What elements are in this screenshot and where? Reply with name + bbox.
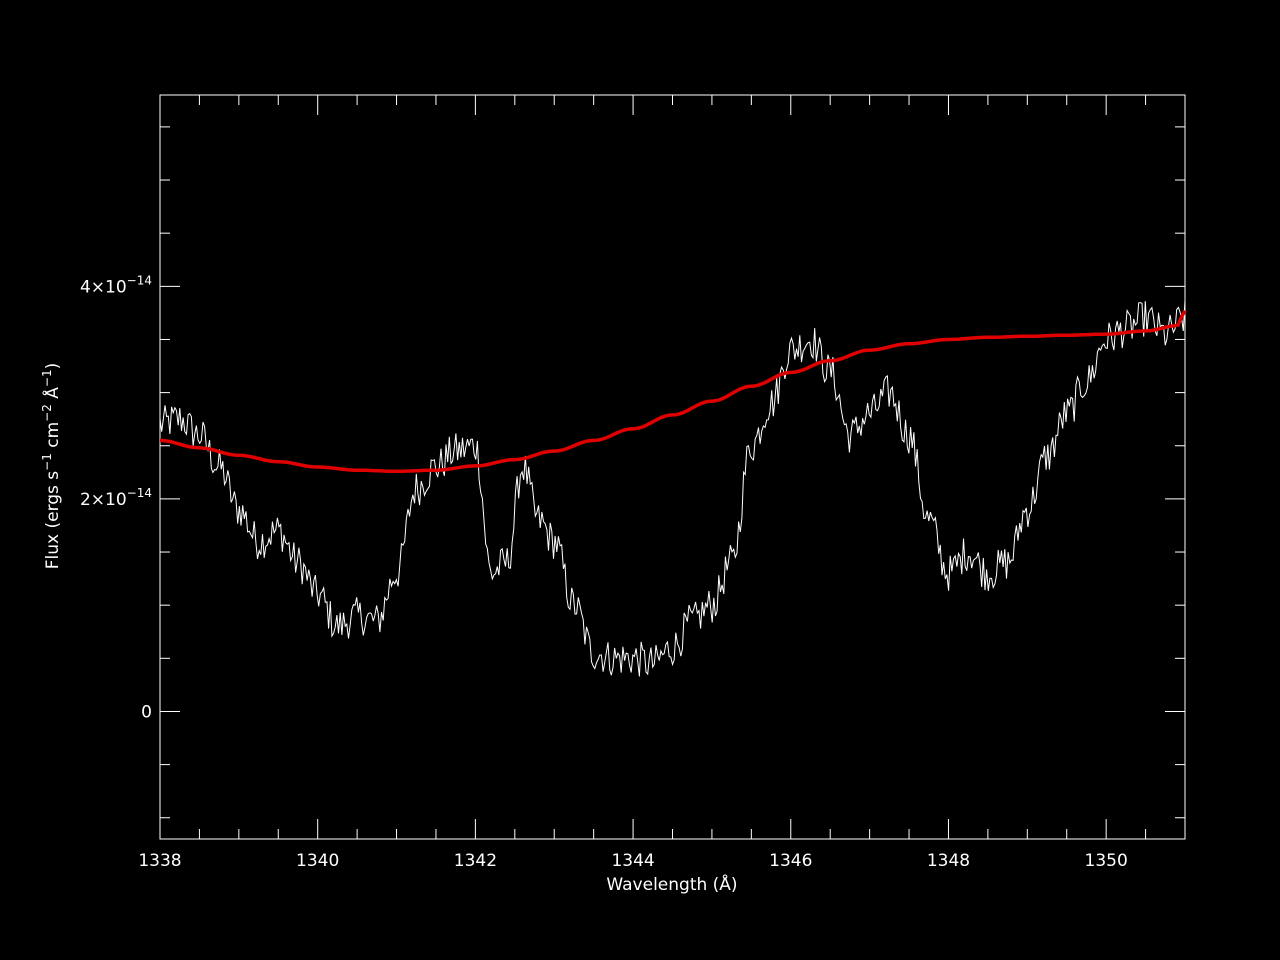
data-series [159, 300, 1187, 677]
y-tick-label: 0 [141, 702, 152, 722]
x-tick-label: 1344 [611, 851, 654, 871]
x-tick-label: 1350 [1085, 851, 1128, 871]
fit-line [159, 309, 1187, 474]
y-tick-label: 4×10−14 [80, 273, 152, 297]
x-tick-label: 1348 [927, 851, 970, 871]
x-tick-label: 1346 [769, 851, 812, 871]
x-axis-label: Wavelength (Å) [606, 873, 737, 895]
axis-ticks [159, 95, 1186, 839]
x-tick-label: 1340 [296, 851, 339, 871]
x-tick-label: 1342 [454, 851, 497, 871]
y-axis-label: Flux (ergs s−1 cm−2 Å−1) [40, 363, 63, 570]
spectrum-line [159, 300, 1186, 677]
y-tick-labels: 0 2×10−14 4×10−14 [80, 273, 152, 722]
x-tick-label: 1338 [138, 851, 181, 871]
y-tick-label: 2×10−14 [80, 486, 152, 510]
x-tick-labels: 1338 1340 1342 1344 1346 1348 1350 [138, 851, 1127, 871]
